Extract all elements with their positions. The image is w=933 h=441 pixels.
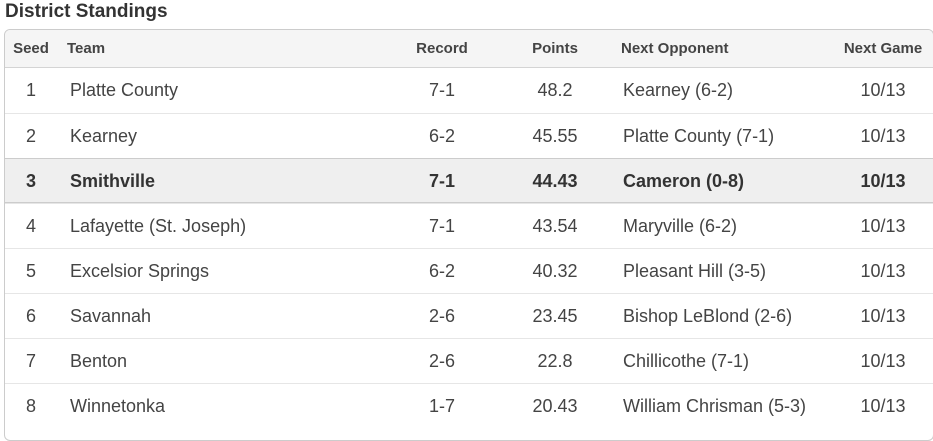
cell-next-opponent[interactable]: William Chrisman (5-3) [623,396,807,416]
cell-points: 45.55 [532,126,578,146]
cell-next-game: 10/13 [860,261,906,281]
cell-next-game: 10/13 [860,126,906,146]
cell-record: 7-1 [428,216,455,236]
header-next-opponent[interactable]: Next Opponent [621,40,729,57]
cell-next-opponent[interactable]: Pleasant Hill (3-5) [623,261,767,281]
cell-seed: 3 [25,171,36,191]
cell-points: 23.45 [532,306,578,326]
cell-next-opponent[interactable]: Chillicothe (7-1) [623,351,750,371]
cell-next-game: 10/13 [860,351,906,371]
cell-team[interactable]: Smithville [70,171,156,191]
cell-seed: 4 [25,216,36,236]
table-row[interactable]: 8 Winnetonka 1-7 20.43 William Chrisman (5-3… [5,383,933,428]
cell-record: 7-1 [428,171,455,191]
cell-points: 44.43 [532,171,578,191]
cell-next-game: 10/13 [860,171,906,191]
cell-record: 7-1 [428,80,455,100]
table-row[interactable]: 5 Excelsior Springs 6-2 40.32 Pleasant Hill … [5,248,933,293]
cell-team[interactable]: Savannah [70,306,152,326]
cell-next-opponent[interactable]: Platte County (7-1) [623,126,775,146]
header-record[interactable]: Record [416,40,468,57]
table-row[interactable]: 1 Platte County 7-1 48.2 Kearney (6-2) 10/13 [5,68,933,113]
cell-points: 48.2 [537,80,573,100]
cell-team[interactable]: Kearney [70,126,138,146]
cell-points: 22.8 [537,351,573,371]
cell-next-game: 10/13 [860,80,906,100]
cell-seed: 2 [25,126,36,146]
cell-team[interactable]: Benton [70,351,128,371]
header-team[interactable]: Team [67,40,106,57]
cell-team[interactable]: Lafayette (St. Joseph) [70,216,247,236]
cell-team[interactable]: Winnetonka [70,396,166,416]
table-row[interactable]: 2 Kearney 6-2 45.55 Platte County (7-1) 10/13 [5,113,933,158]
standings-table: Seed Team Record Points Next Opponent Ne… [4,29,933,441]
cell-team[interactable]: Excelsior Springs [70,261,210,281]
cell-next-game: 10/13 [860,396,906,416]
cell-record: 1-7 [428,396,455,416]
cell-record: 2-6 [428,351,455,371]
cell-seed: 8 [25,396,36,416]
cell-team[interactable]: Platte County [70,80,179,100]
cell-seed: 7 [25,351,36,371]
cell-seed: 6 [25,306,36,326]
cell-next-opponent[interactable]: Kearney (6-2) [623,80,734,100]
table-row[interactable]: 4 Lafayette (St. Joseph) 7-1 43.54 Maryville… [5,203,933,248]
cell-next-game: 10/13 [860,216,906,236]
cell-seed: 5 [25,261,36,281]
cell-next-opponent[interactable]: Cameron (0-8) [623,171,745,191]
cell-points: 40.32 [532,261,578,281]
cell-next-opponent[interactable]: Bishop LeBlond (2-6) [623,306,793,326]
cell-next-opponent[interactable]: Maryville (6-2) [623,216,738,236]
page-title: District Standings [5,1,168,22]
cell-record: 6-2 [428,261,455,281]
cell-record: 2-6 [428,306,455,326]
header-seed[interactable]: Seed [13,40,49,57]
table-header: Seed Team Record Points Next Opponent Ne… [5,30,933,68]
cell-record: 6-2 [428,126,455,146]
table-row[interactable]: 3 Smithville 7-1 44.43 Cameron (0-8) 10/13 [5,158,933,203]
header-next-game[interactable]: Next Game [843,40,923,57]
cell-points: 43.54 [532,216,578,236]
cell-next-game: 10/13 [860,306,906,326]
header-points[interactable]: Points [532,40,578,57]
cell-seed: 1 [25,80,36,100]
cell-points: 20.43 [532,396,578,416]
table-row[interactable]: 6 Savannah 2-6 23.45 Bishop LeBlond (2-6) 10/… [5,293,933,338]
table-row[interactable]: 7 Benton 2-6 22.8 Chillicothe (7-1) 10/13 [5,338,933,383]
